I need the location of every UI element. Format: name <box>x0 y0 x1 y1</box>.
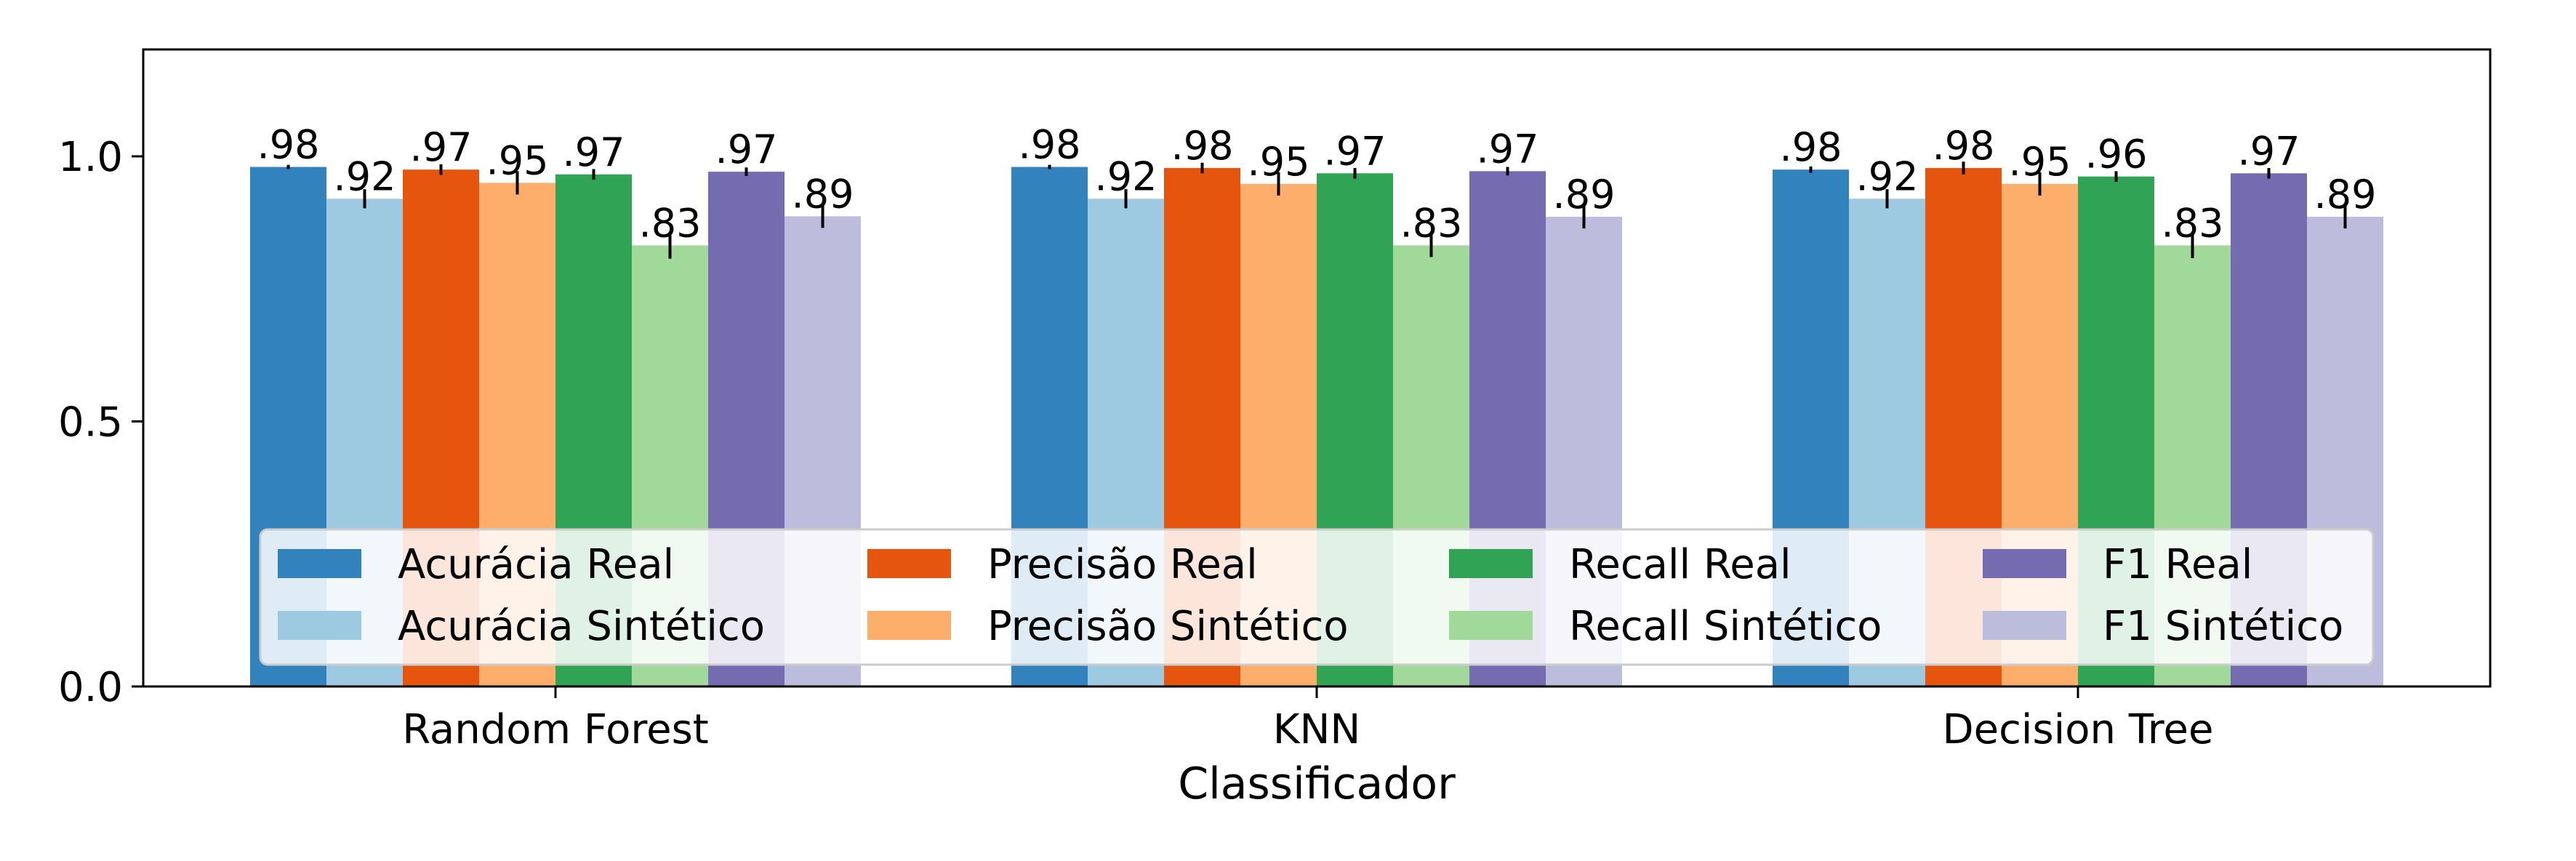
bar-value-label: .98 <box>257 122 320 168</box>
legend-swatch <box>1983 549 2066 578</box>
bar-value-label: .92 <box>334 153 396 199</box>
legend-label: Precisão Real <box>987 541 1258 588</box>
bar-labels-layer: .98 .98 .98 .92 .92 .92 .97 .98 .98 .95 .95 .95 .97.… <box>257 122 2377 247</box>
bar-value-label: .97 <box>410 124 473 170</box>
bar-value-label: .98 <box>1780 124 1842 170</box>
bar-value-label: .96 <box>2085 132 2148 177</box>
y-tick-label: 1.0 <box>58 134 123 181</box>
bar-value-label: .89 <box>1553 172 1616 217</box>
legend-label: F1 Real <box>2103 541 2252 588</box>
y-axis: 0.0 0.5 1.0 <box>58 134 143 711</box>
legend-label: Recall Sintético <box>1569 603 1882 650</box>
bar-value-label: .92 <box>1095 153 1157 199</box>
x-axis: Random Forest KNN Decision Tree <box>402 686 2213 753</box>
y-tick-label: 0.5 <box>58 399 123 446</box>
bar-value-label: .83 <box>2162 200 2224 246</box>
legend-label: F1 Sintético <box>2103 603 2343 650</box>
bar-value-label: .89 <box>2314 172 2377 217</box>
legend-box <box>259 528 2375 666</box>
bar-value-label: .98 <box>1171 123 1234 169</box>
bar-value-label: .92 <box>1856 153 1919 199</box>
x-tick-label: Random Forest <box>402 706 709 753</box>
legend-swatch <box>278 611 361 640</box>
bar-value-label: .97 <box>563 129 625 175</box>
bar-value-label: .97 <box>2238 128 2300 174</box>
y-tick-label: 0.0 <box>58 664 123 711</box>
legend-swatch <box>867 611 951 640</box>
x-tick-label: KNN <box>1273 706 1361 753</box>
legend-swatch <box>867 549 951 578</box>
bar-value-label: .97 <box>715 127 778 172</box>
legend-swatch <box>1983 611 2066 640</box>
bar-value-label: .97 <box>1477 126 1539 172</box>
error-bars-layer <box>286 161 2347 259</box>
x-tick-label: Decision Tree <box>1943 706 2214 753</box>
bar-value-label: .95 <box>1248 139 1310 185</box>
bar-value-label: .98 <box>1933 123 1995 169</box>
legend-label: Precisão Sintético <box>987 603 1349 650</box>
bar-value-label: .98 <box>1019 122 1081 168</box>
legend-swatch <box>1449 549 1533 578</box>
legend-swatch <box>278 549 361 578</box>
bar-value-label: .89 <box>792 171 854 217</box>
bar-value-label: .83 <box>1400 200 1463 246</box>
legend-label: Recall Real <box>1569 541 1791 588</box>
legend-swatch <box>1449 611 1533 640</box>
bar-value-label: .97 <box>1324 128 1387 174</box>
x-axis-title: Classificador <box>1178 758 1456 809</box>
legend-label: Acurácia Real <box>398 541 674 588</box>
legend: Acurácia Real Acurácia Sintético Precisão … <box>259 528 2375 666</box>
bar-value-label: .83 <box>639 200 702 246</box>
bar-value-label: .95 <box>486 137 549 183</box>
legend-label: Acurácia Sintético <box>398 603 765 650</box>
bar-value-label: .95 <box>2009 139 2071 185</box>
